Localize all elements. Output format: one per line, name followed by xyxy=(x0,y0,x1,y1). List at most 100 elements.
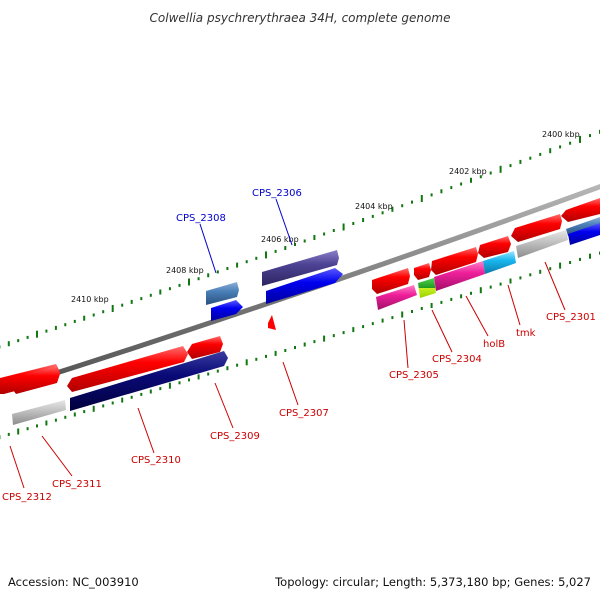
gene-arrow[interactable] xyxy=(431,247,478,275)
gc-content-tick xyxy=(450,297,453,301)
gc-content-tick xyxy=(188,378,190,382)
gc-content-tick xyxy=(589,253,591,259)
gc-content-tick xyxy=(323,335,326,342)
map-title: Colwellia psychrerythraea 34H, complete … xyxy=(150,11,451,25)
gc-content-tick xyxy=(265,354,267,358)
scale-label: 2408 kbp xyxy=(166,266,204,275)
gene-arrow[interactable] xyxy=(566,217,600,236)
gene-label-cps-2310[interactable]: CPS_2310 xyxy=(131,455,181,466)
gc-content-tick xyxy=(342,223,345,231)
gc-content-tick xyxy=(265,251,267,259)
gc-content-tick xyxy=(381,211,384,215)
gene-arrow[interactable] xyxy=(187,336,223,359)
gene-arrow[interactable] xyxy=(516,230,568,258)
gc-content-tick xyxy=(529,273,532,277)
gene-label-tmk[interactable]: tmk xyxy=(516,328,536,339)
gc-content-tick xyxy=(303,342,306,347)
gc-content-tick xyxy=(401,204,404,208)
gene-label-cps-2311[interactable]: CPS_2311 xyxy=(52,479,102,490)
gc-content-tick xyxy=(549,148,552,154)
gene-arrow-cps-2309-region[interactable] xyxy=(67,346,188,392)
gc-content-tick xyxy=(140,392,143,396)
gene-arrow-cps-2308[interactable] xyxy=(206,282,239,305)
gc-content-tick xyxy=(342,331,345,335)
gc-content-tick xyxy=(430,303,433,308)
gene-arrow-cps-2306-lower[interactable] xyxy=(266,268,343,304)
gc-content-tick xyxy=(102,404,105,408)
gene-label-cps-2312[interactable]: CPS_2312 xyxy=(2,492,52,503)
gc-content-tick xyxy=(216,369,219,373)
gc-content-tick xyxy=(36,330,38,338)
gc-content-tick xyxy=(168,382,171,389)
gc-content-tick xyxy=(64,323,67,327)
gc-content-tick xyxy=(450,186,453,190)
gene-arrow-cps-2307[interactable] xyxy=(268,315,276,330)
gc-content-tick xyxy=(284,246,287,250)
gc-content-tick xyxy=(17,339,20,343)
gc-content-tick xyxy=(371,214,374,218)
gc-content-tick xyxy=(294,346,296,349)
gc-content-tick xyxy=(401,311,404,318)
gene-arrow[interactable] xyxy=(511,214,562,242)
gc-content-tick xyxy=(579,135,581,143)
gene-arrow-cps-2311[interactable] xyxy=(12,400,66,425)
gc-content-tick xyxy=(188,278,190,286)
gc-content-tick xyxy=(519,159,522,164)
gene-label-cps-2309[interactable]: CPS_2309 xyxy=(210,431,260,442)
gc-content-tick xyxy=(460,182,463,186)
gene-label-holb[interactable]: holB xyxy=(483,339,505,350)
gene-arrow-cps-2301[interactable] xyxy=(561,198,600,222)
gene-label-cps-2306[interactable]: CPS_2306 xyxy=(252,188,302,199)
gc-content-tick xyxy=(362,325,365,329)
gene-arrow[interactable] xyxy=(372,268,410,294)
gc-content-tick xyxy=(539,269,542,274)
gc-content-tick xyxy=(130,395,133,399)
gc-content-tick xyxy=(236,363,239,367)
gene-label-cps-2305[interactable]: CPS_2305 xyxy=(389,370,439,381)
gc-content-tick xyxy=(489,285,492,289)
scale-label: 2406 kbp xyxy=(261,235,299,244)
gc-content-tick xyxy=(411,310,413,313)
gene-arrow-cps-2306[interactable] xyxy=(262,250,339,286)
gene-arrow[interactable] xyxy=(478,236,511,258)
gc-content-tick xyxy=(54,325,57,330)
gene-arrow-cps-2310[interactable] xyxy=(70,351,228,411)
gene-arrow[interactable] xyxy=(568,223,600,245)
gc-content-tick xyxy=(470,177,472,183)
gc-content-tick xyxy=(489,171,492,175)
gene-arrow[interactable] xyxy=(414,263,431,280)
gc-content-tick xyxy=(140,297,143,301)
gc-content-tick xyxy=(226,267,229,270)
gc-content-tick xyxy=(73,412,76,417)
gc-content-tick xyxy=(26,335,29,339)
gene-label-cps-2307[interactable]: CPS_2307 xyxy=(279,408,329,419)
gc-content-tick xyxy=(245,359,248,366)
gc-content-tick xyxy=(102,310,105,314)
gene-label-cps-2308[interactable]: CPS_2308 xyxy=(176,213,226,224)
gc-content-tick xyxy=(294,243,296,246)
gc-content-tick xyxy=(45,420,48,426)
gc-content-tick xyxy=(54,418,57,422)
gene-arrow-cps-2304[interactable] xyxy=(418,278,436,298)
gene-arrow-cps-2305[interactable] xyxy=(376,285,417,310)
gene-label-cps-2301[interactable]: CPS_2301 xyxy=(546,312,596,323)
gc-content-tick xyxy=(159,387,162,391)
gene-label-cps-2304[interactable]: CPS_2304 xyxy=(432,354,482,365)
gc-content-tick xyxy=(73,319,76,323)
gc-content-tick xyxy=(499,282,502,286)
gene-arrow-cps-2308-lower[interactable] xyxy=(211,300,243,321)
scale-label: 2410 kbp xyxy=(71,295,109,304)
gc-content-tick xyxy=(391,206,394,212)
gc-content-tick xyxy=(26,427,29,431)
gc-content-tick xyxy=(121,303,124,307)
gene-arrow-tmk[interactable] xyxy=(483,251,516,274)
gc-content-tick xyxy=(440,300,443,304)
gene-arrow-holb[interactable] xyxy=(434,261,485,291)
reverse-strand-genes xyxy=(12,223,600,425)
gc-content-tick xyxy=(121,397,124,403)
gc-content-tick xyxy=(381,318,384,323)
gc-content-tick xyxy=(519,276,522,280)
gene-arrow[interactable] xyxy=(10,366,60,394)
gc-content-tick xyxy=(17,428,20,435)
